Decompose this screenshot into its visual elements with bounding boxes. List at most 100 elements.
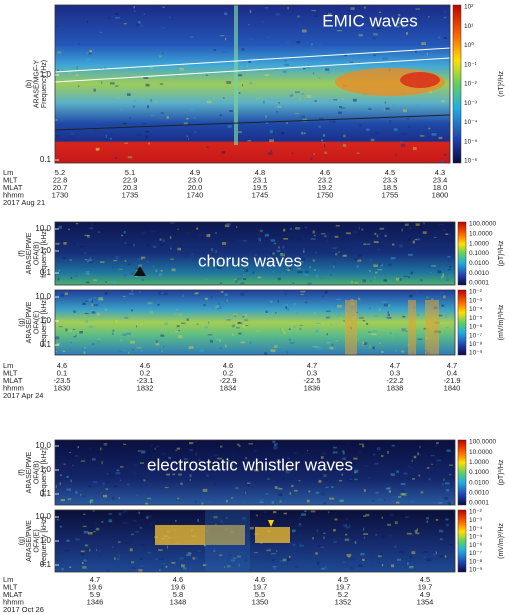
spectrogram-texture [242,324,245,328]
spectrogram-texture [354,282,359,284]
spectrogram-texture [106,472,109,475]
spectrogram-texture [415,8,421,10]
spectrogram-texture [262,260,265,264]
spectrogram-texture [299,327,302,331]
spectrogram-texture [262,265,264,269]
spectrogram-texture [161,27,166,29]
spectrogram-texture [343,254,347,257]
spectrogram-texture [99,550,101,552]
spectrogram-texture [123,443,127,445]
spectrogram-texture [191,253,194,255]
spectrogram-texture [368,541,371,544]
spectrogram-texture [400,493,403,495]
spectrogram-texture [224,293,228,296]
spectrogram-texture [330,323,332,326]
spectrogram-texture [232,557,237,559]
y-axis-label: OFA(E) [33,311,40,334]
row-label: hhmm [3,597,24,606]
spectrogram-texture [298,260,304,263]
spectrogram-texture [155,340,158,343]
spectrogram-texture [375,271,378,274]
colorbar-label: 10.0000 [469,231,493,238]
spectrogram-texture [422,231,427,234]
spectrogram-texture [363,536,365,539]
spectrogram-texture [428,478,432,481]
spectrogram-texture [176,499,180,501]
spectrogram-texture [265,115,267,118]
spectrogram-texture [142,95,145,98]
spectrogram-texture [206,474,209,477]
spectrogram-texture [418,474,421,477]
spectrogram-texture [140,565,144,567]
spectrogram-texture [95,527,100,531]
spectrogram-texture [335,340,339,342]
spectrogram-texture [445,524,449,527]
spectrogram-texture [276,111,279,113]
spectrogram-texture [436,459,442,462]
spectrogram-texture [333,263,336,267]
spectrogram-texture [395,333,399,335]
spectrogram-texture [414,239,417,241]
spectrogram-texture [221,151,226,154]
spectrogram-texture [246,464,248,468]
spectrogram-texture [100,544,105,548]
spectrogram-texture [196,227,199,230]
spectrogram-texture [327,13,332,16]
spectrogram-texture [127,483,130,486]
spectrogram-texture [196,292,199,294]
y-tick-label: 10.0 [35,512,51,521]
spectrogram-texture [179,67,184,71]
spectrogram-texture [379,227,385,230]
spectrogram-texture [436,442,439,445]
spectrogram-texture [56,342,60,346]
spectrogram-texture [218,339,221,342]
spectrogram-texture [265,310,269,313]
spectrogram-texture [378,249,380,251]
spectrogram-texture [219,35,225,37]
spectrogram-texture [313,312,316,315]
spectrogram-texture [264,77,268,79]
spectrogram-texture [401,493,407,496]
row-label: Lm [3,361,13,370]
plot-frame [54,221,456,286]
spectrogram-texture [344,538,350,541]
spectrogram-texture [430,455,435,457]
spectrogram-texture [262,100,265,104]
spectrogram-texture [131,561,135,564]
spectrogram-texture [383,109,385,111]
spectrogram-texture [105,481,111,483]
spectrogram-texture [124,259,127,262]
spectrogram-texture [362,444,365,448]
spectrogram-texture [341,98,344,100]
spectrogram-texture [226,520,228,523]
spectrogram-texture [137,450,141,452]
spectrogram-texture [85,320,89,323]
row-value: 0.2 [140,368,150,377]
spectrogram-texture [391,564,394,568]
spectrogram-texture [290,227,292,230]
spectrogram-texture [324,151,327,154]
colorbar-label: 0.0001 [469,500,489,507]
spectrogram-texture [122,349,127,352]
spectrogram-texture [242,316,245,318]
spectrogram-texture [286,122,288,124]
spectrogram-texture [279,500,282,503]
spectrogram-texture [423,222,425,225]
spectrogram-texture [60,294,65,297]
spectrogram-texture [140,350,143,352]
spectrogram-texture [242,339,248,342]
spectrogram-texture [91,343,95,346]
spectrogram-texture [450,543,453,546]
spectrogram-texture [287,268,290,271]
spectrogram-texture [93,88,96,92]
spectrogram-texture [186,135,189,137]
spectrogram-texture [389,471,391,474]
spectrogram-texture [257,276,262,279]
spectrogram-texture [134,472,138,474]
y-axis-label: ARASE/PWE [26,232,33,274]
spectrogram-texture [234,278,238,280]
spectrogram-texture [294,489,298,492]
spectrogram-texture [227,565,231,568]
spectrogram-texture [72,328,76,330]
